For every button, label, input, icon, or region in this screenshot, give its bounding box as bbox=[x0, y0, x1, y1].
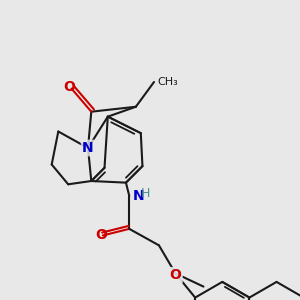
Text: CH₃: CH₃ bbox=[157, 77, 178, 87]
Text: H: H bbox=[140, 187, 150, 200]
Text: O: O bbox=[169, 268, 181, 282]
Text: N: N bbox=[133, 189, 145, 203]
Text: O: O bbox=[64, 80, 75, 94]
Text: O: O bbox=[95, 229, 107, 242]
Text: N: N bbox=[82, 141, 94, 155]
